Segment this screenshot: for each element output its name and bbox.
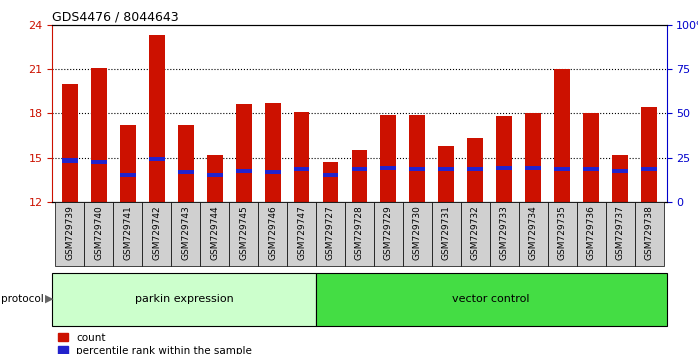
Bar	[584, 167, 599, 171]
Bar	[120, 125, 135, 202]
Legend: count, percentile rank within the sample: count, percentile rank within the sample	[57, 333, 252, 354]
Bar	[265, 170, 281, 175]
Text: GSM729729: GSM729729	[384, 205, 393, 260]
Bar	[149, 35, 165, 202]
FancyBboxPatch shape	[634, 202, 664, 266]
Text: GSM729736: GSM729736	[587, 205, 596, 260]
Text: GSM729732: GSM729732	[471, 205, 480, 260]
Text: GSM729743: GSM729743	[181, 205, 190, 260]
Bar	[554, 69, 570, 202]
FancyBboxPatch shape	[55, 202, 84, 266]
FancyBboxPatch shape	[403, 202, 432, 266]
FancyBboxPatch shape	[490, 202, 519, 266]
Bar	[438, 146, 454, 202]
FancyBboxPatch shape	[287, 202, 316, 266]
Bar	[61, 84, 77, 202]
Text: GSM729742: GSM729742	[152, 205, 161, 259]
Text: GSM729735: GSM729735	[558, 205, 567, 260]
Bar	[380, 115, 396, 202]
Bar	[410, 115, 425, 202]
Text: GDS4476 / 8044643: GDS4476 / 8044643	[52, 11, 179, 24]
Text: GSM729731: GSM729731	[442, 205, 451, 260]
FancyBboxPatch shape	[316, 202, 345, 266]
Bar	[236, 104, 251, 202]
Bar	[584, 113, 599, 202]
Bar	[410, 167, 425, 171]
FancyBboxPatch shape	[519, 202, 548, 266]
Bar	[438, 167, 454, 171]
Text: GSM729739: GSM729739	[65, 205, 74, 260]
FancyBboxPatch shape	[345, 202, 374, 266]
Text: GSM729747: GSM729747	[297, 205, 306, 260]
Text: GSM729744: GSM729744	[210, 205, 219, 259]
FancyBboxPatch shape	[200, 202, 229, 266]
FancyBboxPatch shape	[606, 202, 634, 266]
FancyBboxPatch shape	[84, 202, 113, 266]
FancyBboxPatch shape	[461, 202, 490, 266]
Text: GSM729727: GSM729727	[326, 205, 335, 260]
Text: GSM729734: GSM729734	[529, 205, 538, 260]
Text: ▶: ▶	[45, 294, 53, 304]
Bar	[178, 170, 193, 175]
Text: protocol: protocol	[1, 294, 43, 304]
FancyBboxPatch shape	[548, 202, 577, 266]
Bar	[612, 155, 628, 202]
Text: GSM729733: GSM729733	[500, 205, 509, 260]
FancyBboxPatch shape	[171, 202, 200, 266]
Bar	[380, 166, 396, 170]
Bar	[120, 173, 135, 177]
Bar	[641, 107, 658, 202]
Text: GSM729746: GSM729746	[268, 205, 277, 260]
Bar	[91, 68, 107, 202]
Bar	[496, 166, 512, 170]
Bar	[468, 138, 483, 202]
FancyBboxPatch shape	[229, 202, 258, 266]
Bar	[294, 112, 309, 202]
Bar	[52, 273, 315, 326]
Text: GSM729738: GSM729738	[645, 205, 654, 260]
Bar	[207, 173, 223, 177]
Bar	[178, 125, 193, 202]
Bar	[468, 167, 483, 171]
Text: GSM729741: GSM729741	[123, 205, 132, 260]
Bar	[236, 169, 251, 173]
FancyBboxPatch shape	[258, 202, 287, 266]
Text: GSM729728: GSM729728	[355, 205, 364, 260]
Text: parkin expression: parkin expression	[135, 294, 233, 304]
FancyBboxPatch shape	[113, 202, 142, 266]
Bar	[612, 169, 628, 173]
FancyBboxPatch shape	[577, 202, 606, 266]
FancyBboxPatch shape	[374, 202, 403, 266]
Bar	[207, 155, 223, 202]
Text: GSM729737: GSM729737	[616, 205, 625, 260]
Bar	[294, 167, 309, 171]
FancyBboxPatch shape	[142, 202, 171, 266]
Bar	[61, 159, 77, 162]
Text: GSM729730: GSM729730	[413, 205, 422, 260]
Bar	[322, 162, 339, 202]
Bar	[149, 157, 165, 161]
Text: vector control: vector control	[452, 294, 530, 304]
Text: GSM729740: GSM729740	[94, 205, 103, 260]
Bar	[526, 166, 541, 170]
Bar	[641, 167, 658, 171]
Bar	[554, 167, 570, 171]
Bar	[526, 113, 541, 202]
Text: GSM729745: GSM729745	[239, 205, 248, 260]
Bar	[322, 173, 339, 177]
Bar	[265, 103, 281, 202]
Bar	[352, 150, 367, 202]
Bar	[91, 160, 107, 164]
Bar	[496, 116, 512, 202]
FancyBboxPatch shape	[432, 202, 461, 266]
Bar	[315, 273, 667, 326]
Bar	[352, 167, 367, 171]
